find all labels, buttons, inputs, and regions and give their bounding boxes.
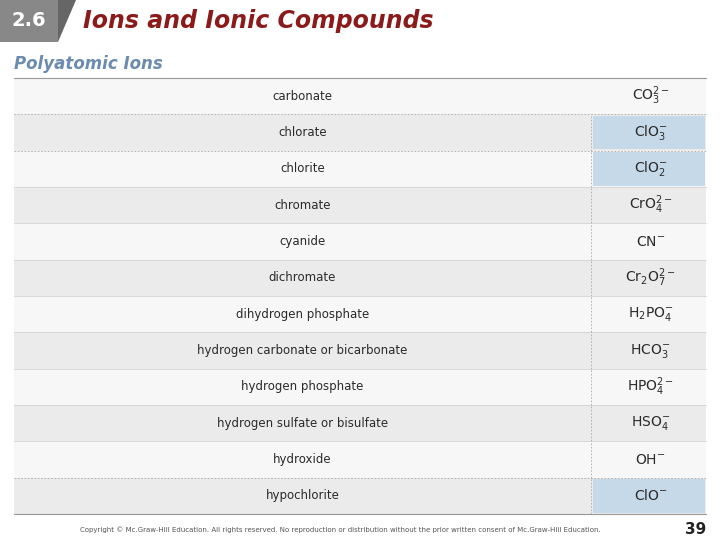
Bar [14,405,706,441]
Text: chlorate: chlorate [278,126,327,139]
Bar [14,296,706,332]
Text: Copyright © Mc.Graw-Hill Education. All rights reserved. No reproduction or dist: Copyright © Mc.Graw-Hill Education. All … [80,526,600,534]
Text: cyanide: cyanide [279,235,325,248]
Text: $\mathregular{OH^{−}}$: $\mathregular{OH^{−}}$ [635,453,666,467]
Text: Ions and Ionic Compounds: Ions and Ionic Compounds [83,9,433,33]
Bar [593,152,704,186]
Text: $\mathregular{ClO^{−}}$: $\mathregular{ClO^{−}}$ [634,488,667,503]
Bar [14,151,706,187]
Text: 39: 39 [685,523,706,537]
Bar [14,441,706,478]
Text: $\mathregular{Cr_2O_7^{2−}}$: $\mathregular{Cr_2O_7^{2−}}$ [625,267,675,289]
Text: hydrogen sulfate or bisulfate: hydrogen sulfate or bisulfate [217,417,388,430]
Bar [14,369,706,405]
Text: hypochlorite: hypochlorite [266,489,339,502]
Text: dichromate: dichromate [269,271,336,285]
Text: $\mathregular{ClO_3^{−}}$: $\mathregular{ClO_3^{−}}$ [634,123,667,142]
Bar [593,479,704,512]
Text: $\mathregular{HCO_3^{−}}$: $\mathregular{HCO_3^{−}}$ [630,341,670,360]
Bar [14,478,706,514]
Text: $\mathregular{CO_3^{2−}}$: $\mathregular{CO_3^{2−}}$ [631,85,670,107]
Bar [593,116,704,149]
Text: $\mathregular{ClO_2^{−}}$: $\mathregular{ClO_2^{−}}$ [634,159,667,178]
Text: dihydrogen phosphate: dihydrogen phosphate [236,308,369,321]
Polygon shape [58,0,76,42]
Bar [14,260,706,296]
Text: $\mathregular{CN^{−}}$: $\mathregular{CN^{−}}$ [636,234,665,248]
Bar [14,224,706,260]
Text: $\mathregular{HPO_4^{2−}}$: $\mathregular{HPO_4^{2−}}$ [627,375,674,398]
Text: 2.6: 2.6 [12,11,46,30]
Text: hydrogen carbonate or bicarbonate: hydrogen carbonate or bicarbonate [197,344,408,357]
Bar [14,187,706,224]
Text: Polyatomic Ions: Polyatomic Ions [14,55,163,73]
Text: hydrogen phosphate: hydrogen phosphate [241,380,364,393]
Text: $\mathregular{HSO_4^{−}}$: $\mathregular{HSO_4^{−}}$ [631,414,670,432]
Text: $\mathregular{H_2PO_4^{−}}$: $\mathregular{H_2PO_4^{−}}$ [628,305,673,323]
Bar [0,0,58,42]
Bar [14,332,706,369]
Bar [14,78,706,114]
Text: chlorite: chlorite [280,163,325,176]
Text: $\mathregular{CrO_4^{2−}}$: $\mathregular{CrO_4^{2−}}$ [629,194,672,217]
Text: chromate: chromate [274,199,330,212]
Text: hydroxide: hydroxide [273,453,332,466]
Bar [14,114,706,151]
Text: carbonate: carbonate [272,90,333,103]
